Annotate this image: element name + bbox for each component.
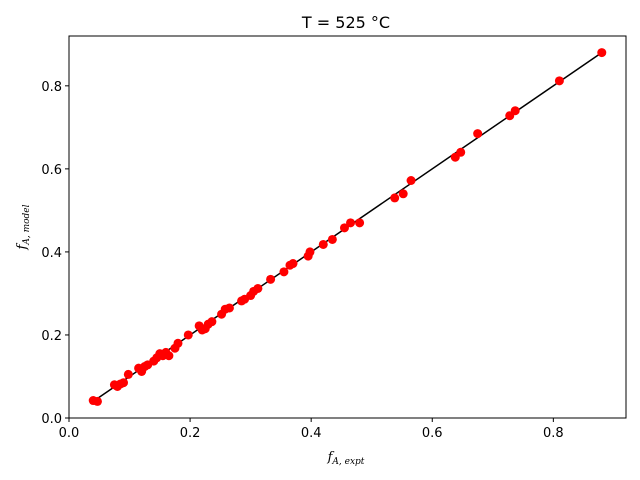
data-point: [224, 303, 234, 313]
x-axis-label: fA, expt: [327, 450, 365, 467]
data-point: [510, 106, 520, 116]
data-point: [279, 267, 289, 277]
x-axis-label-main: f: [327, 450, 335, 465]
x-tick-label: 0.4: [301, 426, 322, 441]
data-point: [123, 369, 133, 379]
y-axis-label-main: f: [15, 242, 30, 250]
x-tick-label: 0.6: [422, 426, 443, 441]
y-tick-label: 0.2: [41, 329, 62, 344]
data-point: [183, 330, 193, 340]
x-axis-label-sub: A, expt: [331, 457, 364, 467]
y-axis-label-sub: A, model: [22, 204, 32, 245]
y-tick-label: 0.0: [41, 412, 62, 427]
y-axis-label: fA, model: [15, 204, 32, 250]
axes-frame: [68, 35, 627, 419]
y-tick-label: 0.8: [41, 80, 62, 95]
x-tick-label: 0.2: [180, 426, 201, 441]
data-point: [164, 351, 174, 361]
x-tick-label: 0.0: [59, 426, 80, 441]
data-point: [118, 378, 128, 388]
data-point: [327, 234, 337, 244]
data-point: [597, 48, 607, 58]
data-point: [253, 283, 263, 293]
data-point: [173, 338, 183, 348]
data-point: [355, 218, 365, 228]
data-point: [288, 259, 298, 269]
x-tick-label: 0.8: [543, 426, 564, 441]
data-point: [339, 223, 349, 233]
data-point: [305, 247, 315, 257]
data-point: [207, 317, 217, 327]
y-axis-ticks: 0.0 0.2 0.4 0.6 0.8: [41, 80, 69, 427]
y-tick-label: 0.6: [41, 163, 62, 178]
chart-title: T = 525 °C: [301, 13, 390, 32]
x-axis-ticks: 0.0 0.2 0.4 0.6 0.8: [59, 418, 564, 441]
data-point: [406, 175, 416, 185]
plot-area: [68, 35, 627, 419]
data-point: [398, 189, 408, 199]
data-point: [390, 193, 400, 203]
data-point: [456, 147, 466, 157]
data-points-layer: [88, 48, 607, 406]
data-point: [346, 218, 356, 228]
data-point: [473, 129, 483, 139]
y-tick-label: 0.4: [41, 246, 62, 261]
data-point: [318, 239, 328, 249]
data-point: [266, 274, 276, 284]
data-point: [92, 396, 102, 406]
data-point: [554, 76, 564, 86]
